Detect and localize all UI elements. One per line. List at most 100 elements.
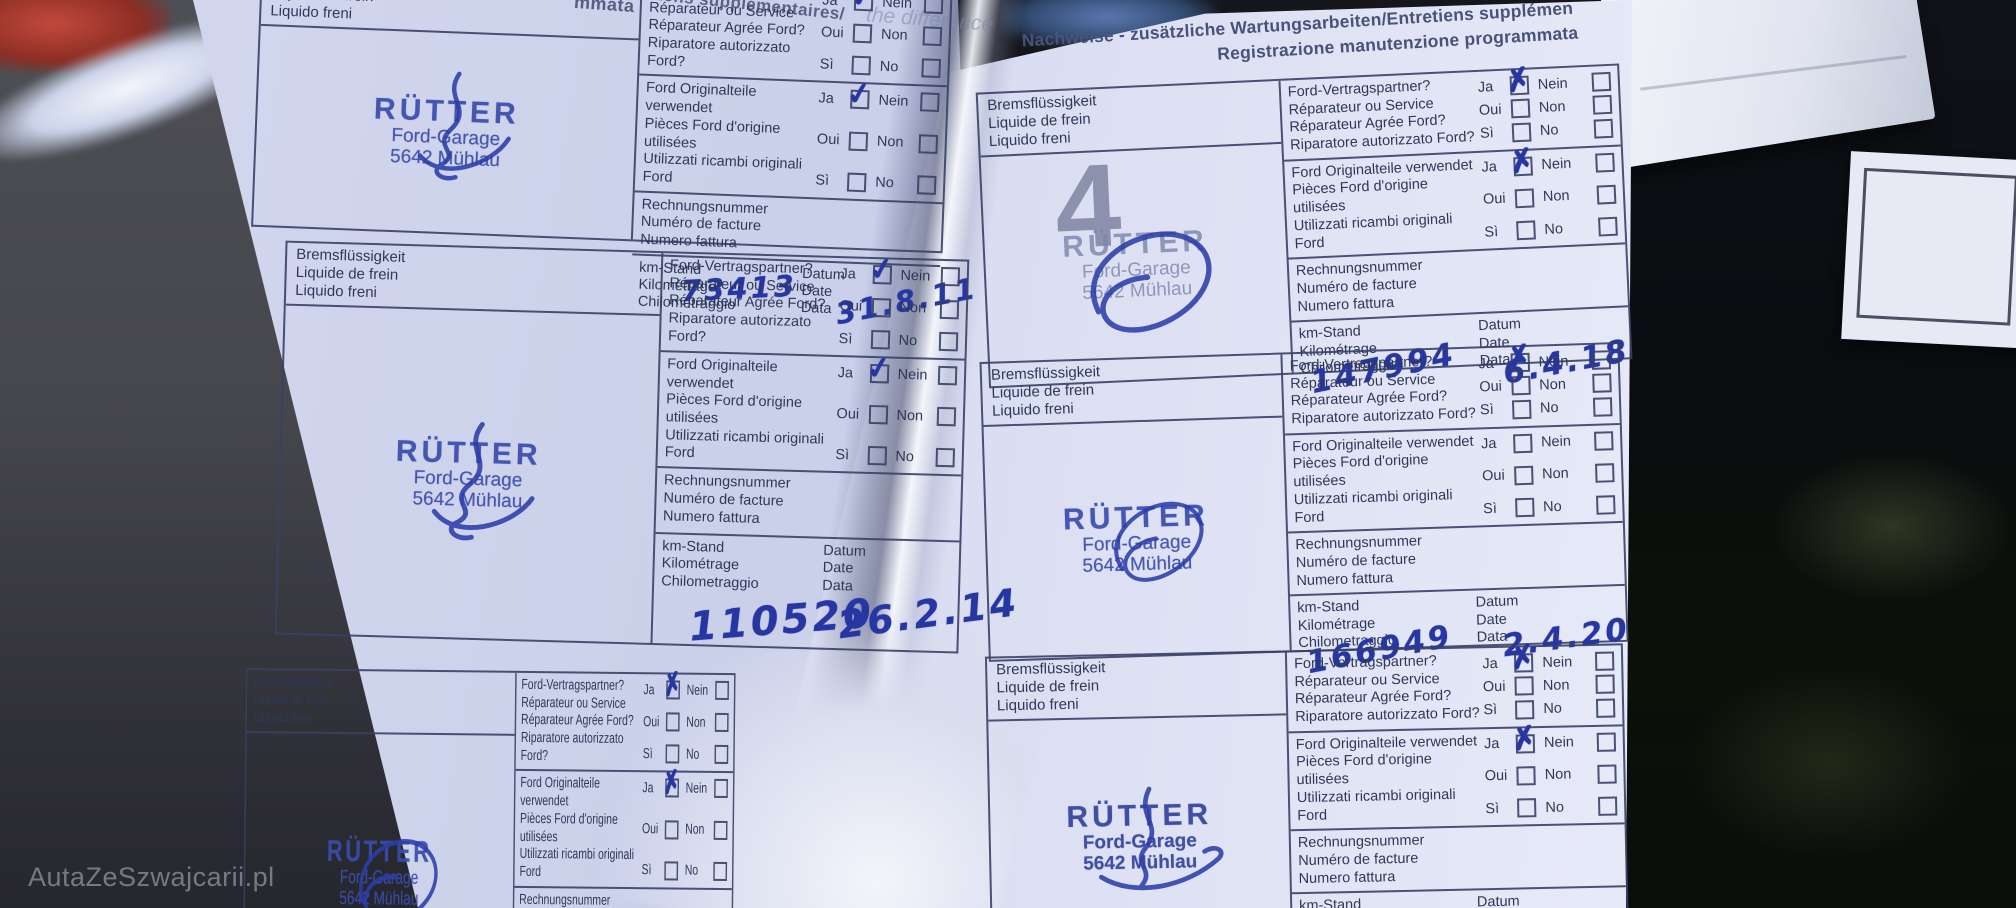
brake-fluid-label: Bremsflüssigkeit Liquide de frein Liquid… (246, 670, 516, 736)
no-label-fr: Non (1544, 766, 1572, 784)
dealer-question-text: Ford-Vertragspartner? Réparateur ou Serv… (668, 257, 841, 351)
dealer-question-it: Riparatore autorizzato Ford? (1295, 705, 1480, 726)
stamp-column: Bremsflüssigkeit Liquide de frein Liquid… (276, 242, 664, 643)
yes-checkbox: ✗ (1502, 62, 1534, 100)
parts-question-de: Ford Originalteile verwendet (666, 356, 778, 392)
no-label-de: Nein (1542, 653, 1573, 671)
form-column: Ford-Vertragspartner? Réparateur ou Serv… (652, 252, 1021, 651)
check-mark: ✗ (1507, 639, 1539, 677)
km-labels: km-Stand Kilométrage Chilometraggio (661, 538, 824, 595)
form-column: Ford-Vertragspartner? Réparateur ou Serv… (1282, 339, 1632, 682)
no-checkbox (1596, 184, 1617, 205)
yes-label-fr: Oui (1479, 378, 1503, 396)
parts-question-text: Ford Originalteile verwendet Pièces Ford… (642, 80, 819, 193)
checkbox-row-de: Ja Nein (1480, 430, 1614, 454)
no-label-it: No (879, 58, 899, 76)
km-column: km-Stand Kilométrage Chilometraggio 1669… (1297, 595, 1477, 682)
no-label-de: Nein (900, 267, 931, 285)
no-checkbox (1598, 796, 1618, 817)
no-label-fr: Non (1542, 188, 1570, 206)
no-checkbox (921, 58, 941, 79)
no-checkbox (936, 406, 957, 427)
service-block-left-2: Bremsflüssigkeit Liquide de frein Liquid… (274, 240, 1021, 654)
yes-label-it: Sì (815, 172, 830, 189)
no-label-fr: Non (1542, 677, 1570, 694)
no-checkbox (1592, 373, 1612, 394)
signature-scribble (418, 71, 512, 180)
km-labels: km-Stand Kilométrage Chilometraggio (1299, 895, 1478, 908)
service-record-block: Bremsflüssigkeit Liquide de frein Liquid… (251, 0, 981, 331)
no-label-it: No (898, 332, 918, 349)
parts-question-text: Ford Originalteile verwendet Pièces Ford… (1292, 433, 1484, 527)
yes-checkbox: ✗ (661, 765, 683, 802)
brake-fluid-label-it: Liquido freni (253, 709, 313, 727)
checkbox-row-de: Ja ✗ Nein (643, 667, 730, 703)
no-checkbox (916, 174, 937, 195)
yes-label-de: Ja (1480, 436, 1497, 453)
no-checkbox (918, 133, 939, 154)
no-checkbox (1596, 495, 1616, 515)
no-checkbox (1596, 732, 1617, 752)
no-label-it: No (1539, 400, 1559, 417)
no-checkbox (715, 680, 730, 701)
white-sheet (1841, 151, 2016, 349)
invoice-labels: Rechnungsnummer Numéro de facture Numero… (1295, 533, 1423, 590)
no-checkbox (1592, 95, 1613, 116)
dealer-question-text: Ford-Vertragspartner? Réparateur ou Serv… (1287, 76, 1480, 155)
invoice-label-it: Numero fattura (1298, 868, 1396, 887)
checkbox-row-it: Sì No (1485, 796, 1618, 819)
no-label-it: No (1544, 220, 1564, 238)
no-checkbox (1591, 350, 1612, 370)
dealer-question-cell: Ford-Vertragspartner? Réparateur ou Serv… (639, 0, 951, 88)
no-label-it: No (684, 862, 699, 879)
invoice-label-de: Rechnungsnummer (519, 891, 611, 908)
dealer-stamp-area: RÜTTER Ford-Garage 5642 Mühlau (988, 715, 1291, 908)
dealer-question-fr1: Réparateur ou Service (521, 694, 626, 712)
service-block-right-1: Bremsflüssigkeit Liquide de frein Liquid… (975, 62, 1633, 401)
checkbox-row-fr: Oui Non (821, 23, 943, 47)
no-label-de: Nein (1543, 734, 1575, 752)
no-checkbox (714, 745, 729, 765)
yes-label-fr: Oui (1478, 101, 1502, 119)
no-label-de: Nein (897, 366, 928, 384)
no-checkbox (1598, 216, 1618, 237)
dealer-question-text: Ford-Vertragspartner? Réparateur ou Serv… (521, 677, 644, 767)
no-checkbox (937, 365, 958, 386)
no-label-it: No (1543, 700, 1563, 718)
yes-label-fr: Oui (1484, 768, 1508, 785)
yes-checkbox: ✓ (845, 77, 874, 113)
signature-scribble (1098, 786, 1224, 890)
brake-fluid-label: Bremsflüssigkeit Liquide de frein Liquid… (986, 652, 1287, 722)
yes-label-it: Sì (819, 56, 834, 73)
invoice-label-fr: Numéro de facture (1298, 850, 1419, 870)
dealer-checkbox-grid: Ja ✓ Nein Oui Non Sì No (838, 252, 961, 354)
parts-question-it: Utilizzati ricambi originali Ford (519, 846, 635, 880)
checkbox-row-fr: Oui Non (836, 404, 957, 427)
dealer-stamp-area: 4 RÜTTER Ford-Garage 5642 Mühlau (981, 139, 1292, 386)
yes-checkbox (848, 131, 869, 151)
checkbox-row-de: Ja ✓ Nein (821, 0, 944, 15)
no-checkbox (1595, 463, 1615, 483)
invoice-labels: Rechnungsnummer Numéro de facture Numero… (519, 891, 611, 908)
yes-checkbox (868, 405, 888, 425)
stamp-column: Bremsflüssigkeit Liquide de frein Liquid… (243, 670, 517, 908)
yes-label-it: Sì (838, 330, 853, 347)
checkbox-row-fr: Oui Non (1479, 95, 1613, 120)
dealer-question-cell: Ford-Vertragspartner? Réparateur ou Serv… (1286, 639, 1623, 734)
no-checkbox (1592, 396, 1613, 417)
no-label-fr: Non (880, 26, 908, 44)
no-label-de: Nein (878, 92, 909, 110)
yes-checkbox (870, 329, 890, 350)
parts-question-text: Ford Originalteile verwendet Pièces Ford… (665, 356, 838, 467)
form-column: Ford-Vertragspartner? Réparateur ou Serv… (1286, 639, 1632, 908)
yes-label-it: Sì (642, 746, 653, 763)
checkbox-row-fr: Oui Non (1479, 373, 1612, 397)
watermark-text: AutaZeSzwajcarii.pl (28, 862, 275, 892)
dealer-question-cell: Ford-Vertragspartner? Réparateur ou Serv… (660, 252, 968, 361)
yes-checkbox (846, 172, 867, 192)
service-block-right-3: Bremsflüssigkeit Liquide de frein Liquid… (984, 639, 1632, 908)
no-label-fr: Non (686, 714, 706, 731)
no-checkbox (1595, 674, 1615, 695)
invoice-label-it: Numero fattura (1296, 569, 1394, 589)
yes-label-de: Ja (821, 0, 838, 9)
